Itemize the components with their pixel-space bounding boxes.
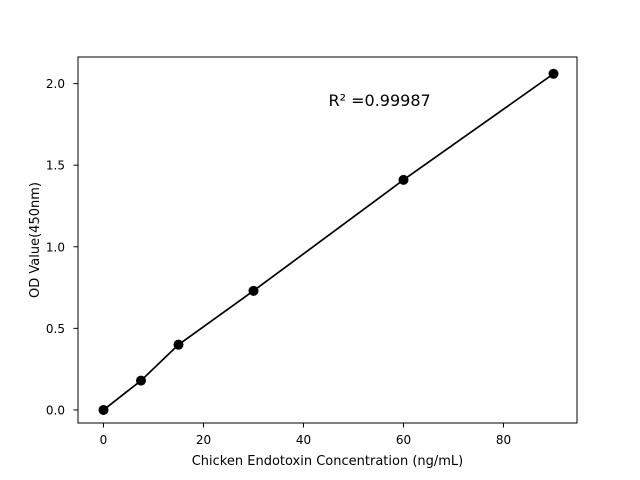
x-tick-label: 80 (496, 433, 511, 447)
x-axis-ticks: 0 20 40 60 80 (100, 423, 511, 447)
x-tick-label: 0 (100, 433, 108, 447)
data-points (98, 68, 559, 415)
data-point (98, 404, 109, 415)
x-axis-label: Chicken Endotoxin Concentration (ng/mL) (192, 454, 464, 469)
x-tick-label: 40 (296, 433, 311, 447)
data-point (173, 339, 184, 350)
y-tick-label: 1.0 (46, 240, 65, 254)
data-point (398, 174, 409, 185)
y-axis-ticks: 0.0 0.5 1.0 1.5 2.0 (46, 77, 78, 417)
x-tick-label: 60 (396, 433, 411, 447)
y-axis-label: OD Value(450nm) (28, 182, 43, 298)
r-squared-annotation: R² =0.99987 (329, 91, 431, 110)
y-tick-label: 2.0 (46, 77, 65, 91)
y-tick-label: 0.5 (46, 322, 65, 336)
plot-frame (77, 56, 578, 424)
data-point (136, 375, 146, 386)
data-point (248, 285, 259, 296)
data-point (548, 68, 559, 79)
x-tick-label: 20 (196, 433, 211, 447)
y-tick-label: 0.0 (46, 403, 65, 417)
fit-line (102, 73, 554, 411)
y-tick-label: 1.5 (46, 159, 65, 173)
